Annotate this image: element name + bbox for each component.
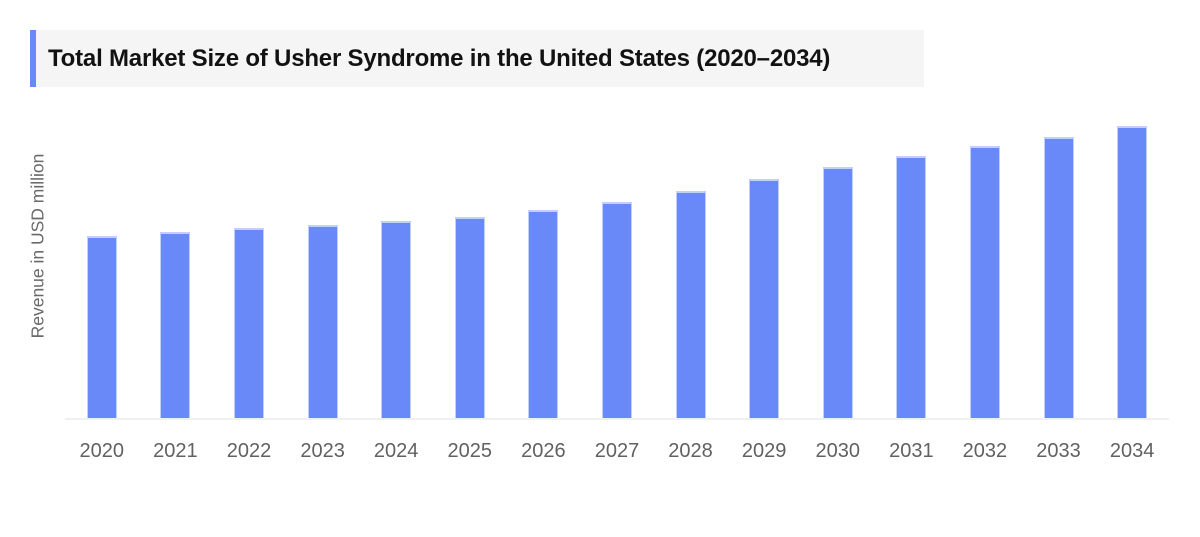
x-tick-2034: 2034 bbox=[1109, 440, 1155, 462]
bar-2029 bbox=[749, 179, 780, 418]
bar-2027 bbox=[601, 202, 632, 418]
x-tick-2027: 2027 bbox=[594, 440, 640, 462]
bar-column-2027 bbox=[580, 126, 654, 418]
bar-2028 bbox=[675, 191, 706, 418]
bar-2032 bbox=[969, 146, 1000, 418]
bar-2031 bbox=[896, 156, 927, 418]
x-tick-2022: 2022 bbox=[226, 440, 272, 462]
bar-2024 bbox=[381, 221, 412, 418]
bar-2026 bbox=[528, 210, 559, 418]
chart-title-strip: Total Market Size of Usher Syndrome in t… bbox=[30, 30, 924, 87]
bar-2030 bbox=[822, 167, 853, 418]
x-tick-2030: 2030 bbox=[815, 440, 860, 462]
bar-2025 bbox=[454, 217, 485, 418]
x-tick-2028: 2028 bbox=[668, 440, 713, 462]
x-axis-line bbox=[65, 418, 1169, 420]
x-tick-2032: 2032 bbox=[962, 440, 1008, 462]
bar-column-2025 bbox=[433, 126, 507, 418]
x-tick-2029: 2029 bbox=[741, 440, 787, 462]
x-axis-labels: 2020 2021 2022 2023 2024 2025 2026 2027 2028 2029… bbox=[65, 440, 1169, 463]
bar-2021 bbox=[160, 232, 191, 418]
bar-column-2022 bbox=[212, 126, 286, 418]
x-tick-2031: 2031 bbox=[889, 440, 934, 462]
bar-2022 bbox=[233, 228, 264, 418]
x-tick-2025: 2025 bbox=[447, 440, 493, 462]
title-accent-bar bbox=[30, 30, 36, 87]
bar-column-2020 bbox=[65, 126, 139, 418]
x-tick-2024: 2024 bbox=[373, 440, 419, 462]
bar-2023 bbox=[307, 225, 338, 418]
x-tick-2023: 2023 bbox=[300, 440, 345, 462]
bar-column-2028 bbox=[654, 126, 728, 418]
bar-column-2023 bbox=[286, 126, 360, 418]
bar-2020 bbox=[86, 236, 117, 418]
bar-column-2021 bbox=[139, 126, 213, 418]
x-tick-2021: 2021 bbox=[153, 440, 198, 462]
bar-column-2030 bbox=[801, 126, 875, 418]
bar-2033 bbox=[1043, 137, 1074, 418]
bar-column-2032 bbox=[948, 126, 1022, 418]
bar-column-2031 bbox=[875, 126, 949, 418]
x-tick-2026: 2026 bbox=[521, 440, 566, 462]
bar-column-2024 bbox=[359, 126, 433, 418]
x-tick-2033: 2033 bbox=[1036, 440, 1081, 462]
bar-column-2029 bbox=[727, 126, 801, 418]
bars-row bbox=[65, 126, 1169, 418]
y-axis-label: Revenue in USD million bbox=[27, 153, 48, 339]
bar-2034 bbox=[1117, 126, 1148, 418]
chart-title: Total Market Size of Usher Syndrome in t… bbox=[48, 44, 831, 72]
bar-column-2034 bbox=[1095, 126, 1169, 418]
x-tick-2020: 2020 bbox=[79, 440, 125, 462]
bar-column-2026 bbox=[507, 126, 581, 418]
bar-column-2033 bbox=[1022, 126, 1096, 418]
